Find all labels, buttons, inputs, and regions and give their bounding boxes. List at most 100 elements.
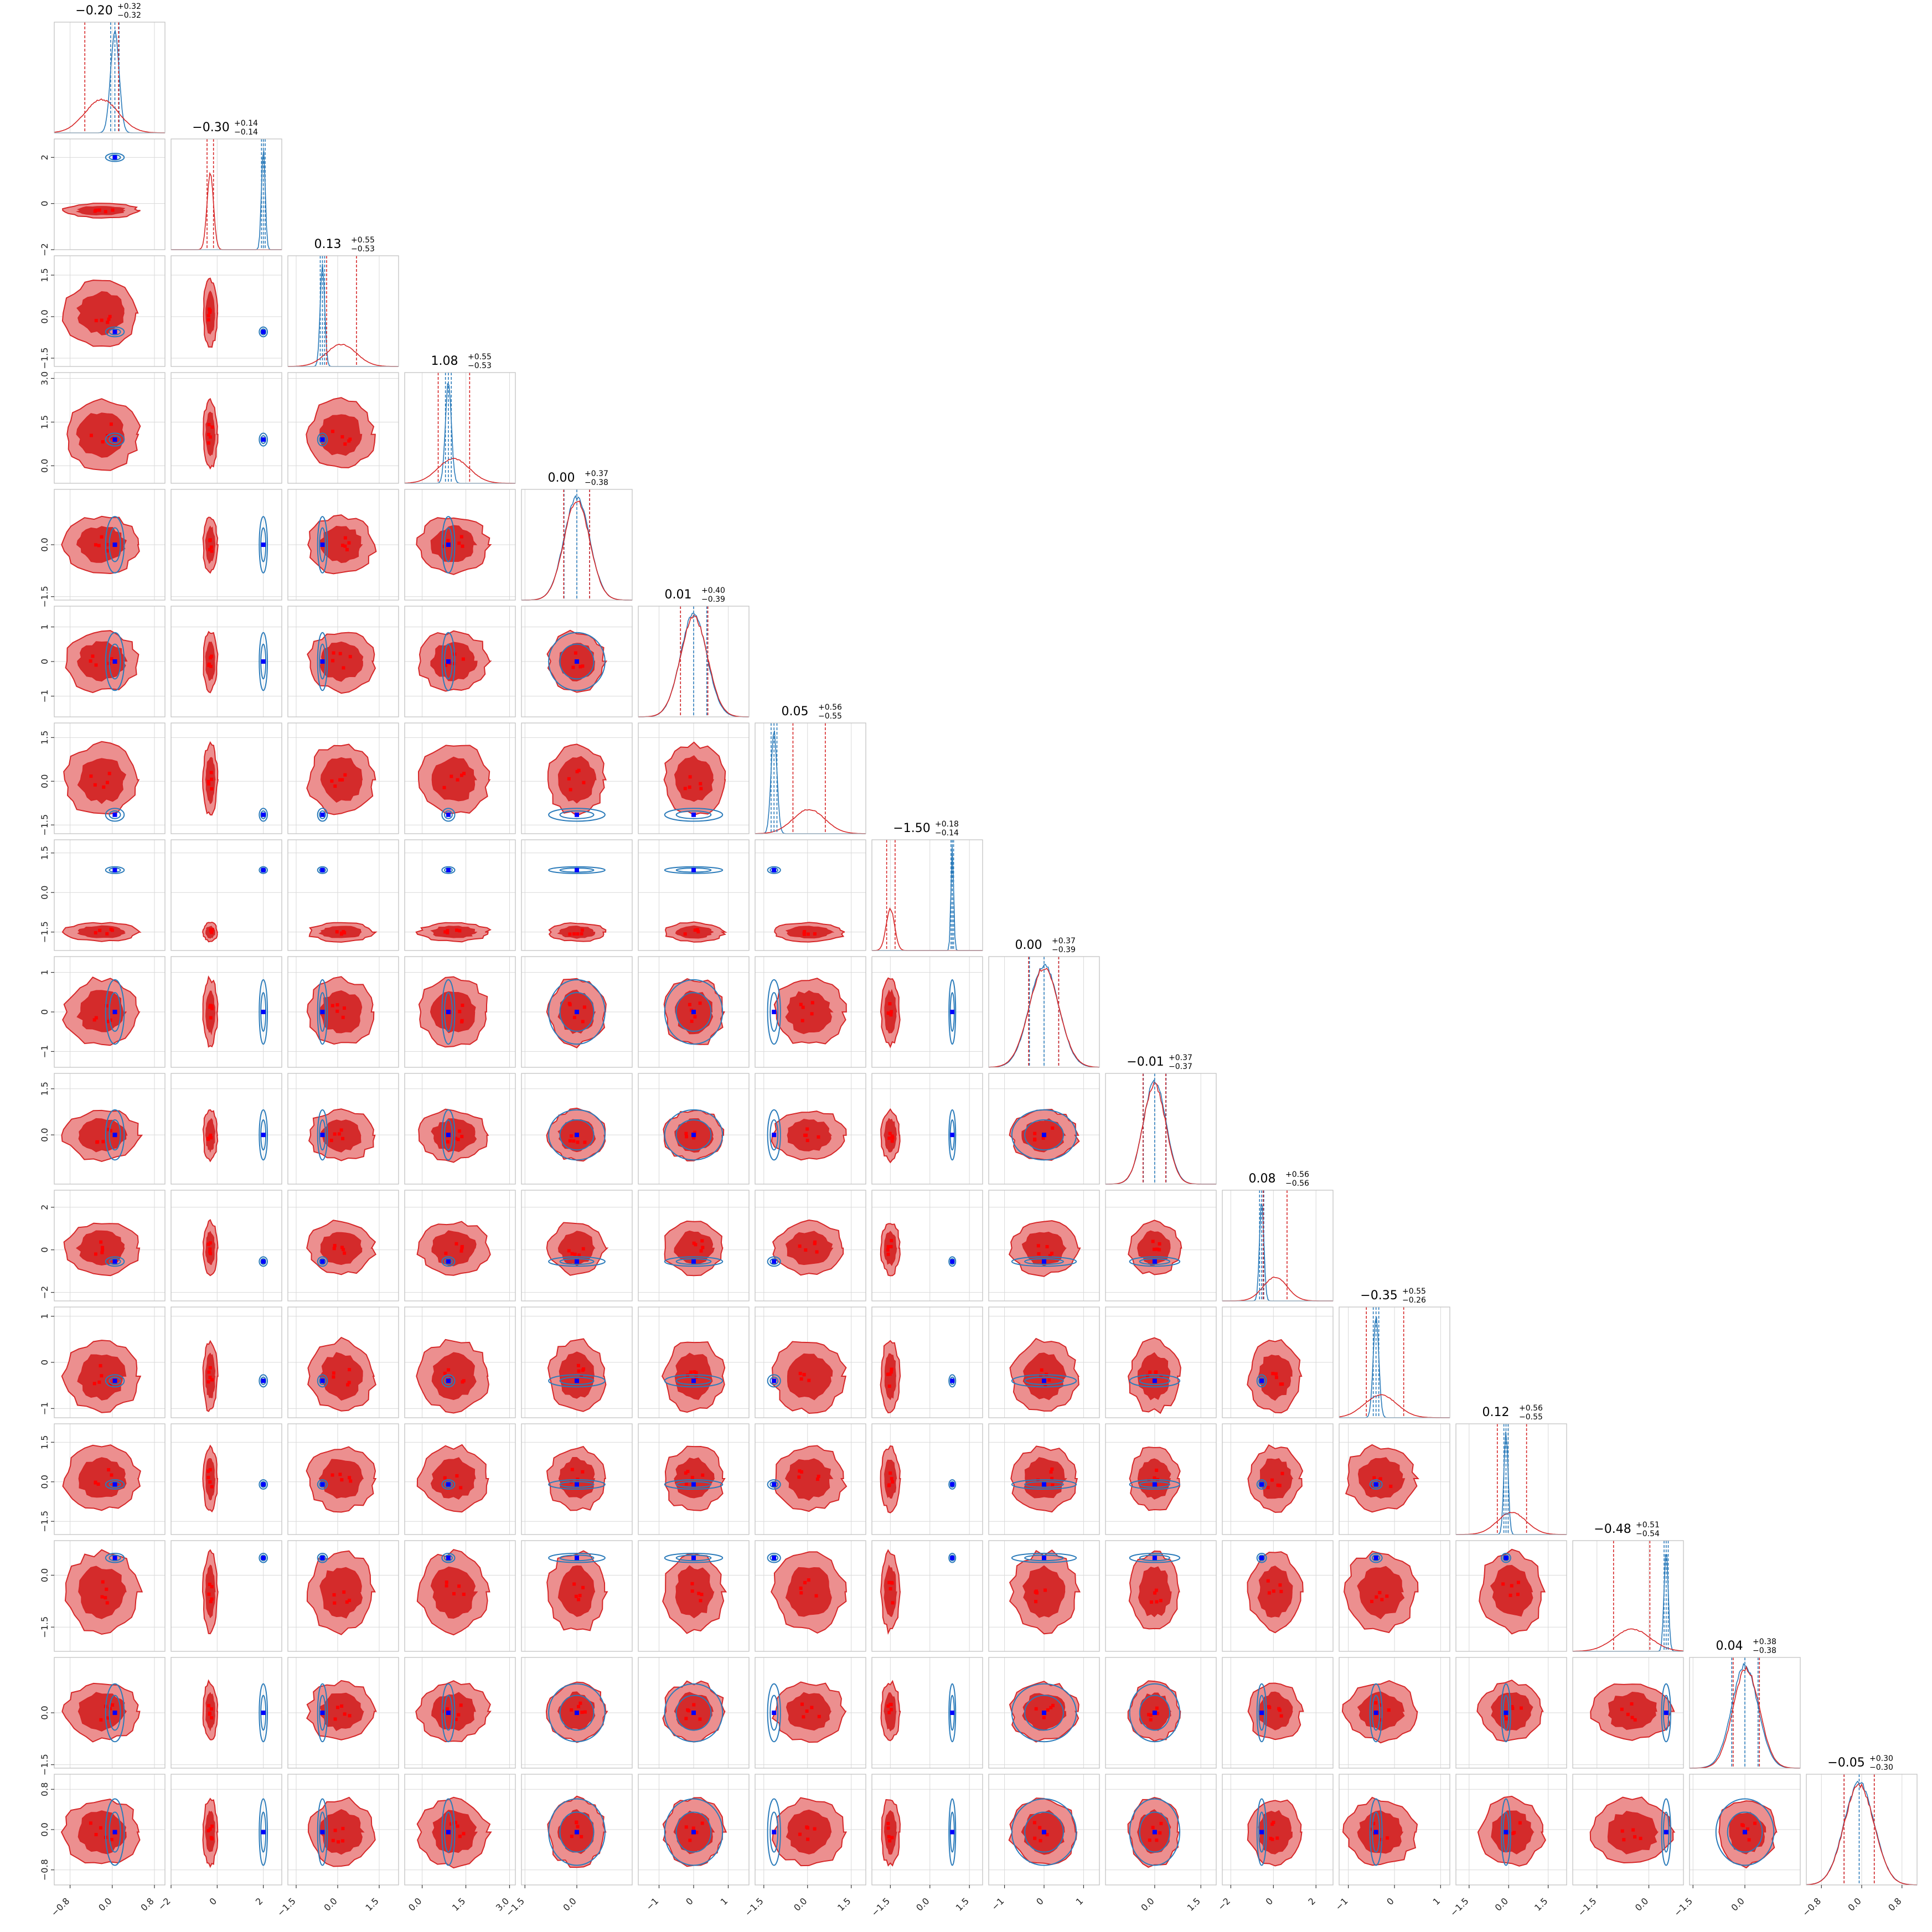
reference-contour-inner [260, 992, 267, 1032]
reference-contour-inner [769, 1376, 779, 1385]
sample-marker [1510, 1584, 1513, 1588]
y-tick-label: −1 [39, 690, 50, 703]
sample-marker [92, 1382, 96, 1386]
y-tick-label: −1 [39, 1402, 50, 1416]
reference-contour-inner [675, 1811, 712, 1853]
sample-marker [577, 1253, 581, 1257]
sample-marker [107, 1128, 111, 1132]
y-tick-label: −2 [39, 1286, 50, 1299]
panel-border [287, 722, 399, 834]
sample-marker [1149, 1600, 1153, 1604]
contour-panel-p2-p7 [171, 722, 282, 834]
y-tick-label: 1.5 [39, 415, 50, 429]
param-title-minus-p3: −0.53 [351, 245, 375, 254]
contour-panel-p6-p16 [638, 1774, 750, 1885]
contour-panel-p1-p10 [54, 1073, 166, 1185]
sample-marker [684, 1717, 688, 1721]
reference-contour-inner [1727, 1811, 1763, 1853]
sample-marker [462, 772, 466, 776]
sample-marker [208, 1376, 212, 1380]
contour-panel-p9-p10 [988, 1073, 1100, 1185]
panel-border [755, 722, 866, 834]
truth-marker [112, 155, 117, 160]
sample-marker [210, 928, 214, 932]
y-tick-label: 0 [39, 1360, 50, 1365]
sample-marker [1639, 1836, 1642, 1840]
sample-marker [210, 1597, 214, 1601]
reference-contour-inner [260, 1376, 267, 1385]
reference-contour-outer [1256, 1683, 1267, 1743]
reference-contour-inner [1662, 1695, 1670, 1731]
sample-marker [333, 1132, 337, 1136]
x-tick-label: −1.5 [743, 1895, 766, 1918]
truth-marker [1259, 1378, 1264, 1383]
reference-contour-inner [109, 1554, 121, 1562]
contour-panel-p1-p14 [54, 1540, 166, 1652]
truth-marker [772, 1482, 777, 1487]
reference-contour-inner [1139, 1258, 1171, 1265]
contour-panel-p8-p13 [871, 1423, 983, 1535]
panel-border [755, 1073, 866, 1185]
sample-marker [1051, 1126, 1055, 1130]
sample-marker [690, 1019, 694, 1023]
sample-marker [342, 1248, 345, 1252]
truth-marker [320, 1010, 325, 1014]
reference-contour-inner [109, 1258, 121, 1265]
sample-marker [815, 1478, 819, 1481]
panel-border [287, 1540, 399, 1652]
truth-marker [320, 1482, 325, 1487]
panel-border [755, 1190, 866, 1301]
sample-marker [459, 535, 463, 539]
reference-contour-outer [548, 1109, 606, 1161]
sample-marker [457, 1713, 461, 1717]
sample-marker [446, 1707, 450, 1711]
sample-marker [581, 1368, 585, 1372]
histogram-panel-p4 [404, 372, 516, 484]
sample-marker [1153, 1247, 1156, 1251]
sample-marker [106, 1716, 110, 1720]
sample-marker [802, 1373, 806, 1377]
reference-contour-outer [441, 866, 456, 874]
reference-contour-outer [1369, 1798, 1383, 1866]
sample-marker [335, 930, 339, 934]
param-title-p13: 0.12 [1482, 1406, 1510, 1419]
sample-marker [208, 1250, 212, 1254]
panel-border [1689, 1657, 1801, 1769]
x-tick-label: 0 [1385, 1895, 1396, 1907]
sample-marker [581, 1247, 585, 1251]
panel-background [872, 840, 983, 950]
sample-marker [101, 440, 105, 444]
sample-marker [446, 1140, 450, 1144]
sample-marker [96, 1140, 100, 1144]
sample-marker [107, 1468, 111, 1471]
sample-marker [1154, 1370, 1158, 1374]
truth-marker [112, 1711, 117, 1715]
sample-marker [886, 1372, 890, 1376]
truth-marker [950, 1378, 955, 1383]
sample-marker [1633, 1835, 1637, 1839]
truth-marker [691, 1830, 696, 1835]
reference-contour-inner [444, 527, 453, 562]
truth-marker [691, 1378, 696, 1383]
contour-panel-p8-p12 [871, 1306, 983, 1418]
reference-contour-outer [105, 1798, 125, 1866]
reference-contour-outer [105, 979, 125, 1045]
y-tick-label: 0.8 [39, 1783, 50, 1796]
sample-marker [1148, 1370, 1152, 1374]
posterior-contour-inner [787, 1353, 833, 1401]
contour-panel-p1-p7 [54, 722, 166, 834]
sample-marker [1373, 1701, 1377, 1705]
sample-marker [340, 1478, 344, 1482]
panel-border [521, 606, 633, 717]
reference-contour-inner [319, 810, 326, 819]
contour-panel-p2-p16 [171, 1774, 282, 1885]
contour-panel-p11-p12 [1222, 1306, 1334, 1418]
x-tick-label: −0.8 [1800, 1895, 1823, 1918]
truth-marker [320, 1259, 325, 1264]
posterior-contour-inner [674, 1352, 713, 1400]
truth-marker [1373, 1556, 1378, 1561]
reference-contour-inner [1258, 1376, 1265, 1385]
posterior-contour-inner [205, 1564, 216, 1619]
reference-contour-inner [260, 1481, 267, 1488]
reference-contour-outer [1256, 1553, 1267, 1563]
